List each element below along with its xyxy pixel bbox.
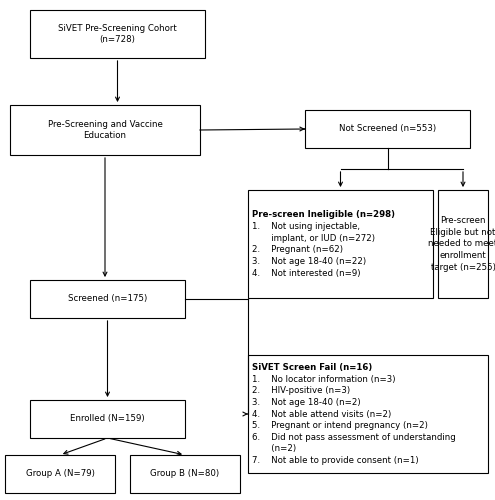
Bar [30,400,185,438]
Text: Education: Education [84,132,127,140]
Text: Eligible but not: Eligible but not [430,228,495,237]
Bar [305,110,470,148]
Text: Pre-Screening and Vaccine: Pre-Screening and Vaccine [48,120,162,128]
Text: (n=2): (n=2) [252,444,296,454]
Text: 3.    Not age 18-40 (n=2): 3. Not age 18-40 (n=2) [252,398,361,407]
Text: 4.    Not interested (n=9): 4. Not interested (n=9) [252,268,360,278]
Text: 1.    No locator information (n=3): 1. No locator information (n=3) [252,374,396,384]
Bar [30,10,205,58]
Bar [5,455,115,493]
Text: Enrolled (N=159): Enrolled (N=159) [70,414,145,424]
Text: needed to meet: needed to meet [428,240,495,248]
Text: Group B (N=80): Group B (N=80) [150,470,220,478]
Bar [10,105,200,155]
Text: Screened (n=175): Screened (n=175) [68,294,147,304]
Bar [30,280,185,318]
Text: 4.    Not able attend visits (n=2): 4. Not able attend visits (n=2) [252,410,391,418]
Text: target (n=255): target (n=255) [431,263,495,272]
Bar [248,355,488,473]
Text: 6.    Did not pass assessment of understanding: 6. Did not pass assessment of understand… [252,432,456,442]
Text: Pre-screen: Pre-screen [440,216,486,225]
Text: 2.    HIV-positive (n=3): 2. HIV-positive (n=3) [252,386,350,395]
Text: Group A (N=79): Group A (N=79) [26,470,95,478]
Text: SiVET Screen Fail (n=16): SiVET Screen Fail (n=16) [252,363,372,372]
Text: 3.    Not age 18-40 (n=22): 3. Not age 18-40 (n=22) [252,257,366,266]
Text: Not Screened (n=553): Not Screened (n=553) [339,124,436,134]
Text: implant, or IUD (n=272): implant, or IUD (n=272) [252,234,375,242]
Text: 7.    Not able to provide consent (n=1): 7. Not able to provide consent (n=1) [252,456,419,465]
Text: (n=728): (n=728) [99,36,136,44]
Text: 2.    Pregnant (n=62): 2. Pregnant (n=62) [252,246,343,254]
Bar [248,190,433,298]
Text: 1.    Not using injectable,: 1. Not using injectable, [252,222,360,231]
Text: enrollment: enrollment [440,251,487,260]
Bar [130,455,240,493]
Text: Pre-screen Ineligible (n=298): Pre-screen Ineligible (n=298) [252,210,395,220]
Text: SiVET Pre-Screening Cohort: SiVET Pre-Screening Cohort [58,24,177,32]
Bar [438,190,488,298]
Text: 5.    Pregnant or intend pregnancy (n=2): 5. Pregnant or intend pregnancy (n=2) [252,421,428,430]
